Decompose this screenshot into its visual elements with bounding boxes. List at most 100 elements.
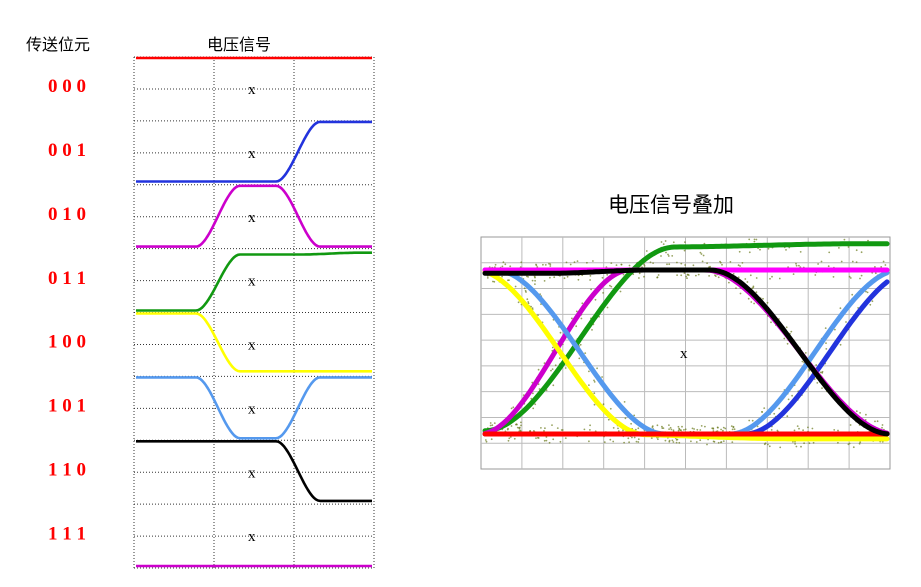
noise-dot [849, 424, 852, 426]
noise-dot [701, 260, 704, 263]
noise-dot [712, 427, 715, 430]
noise-dot [744, 278, 747, 280]
noise-dot [610, 262, 613, 264]
row-center-marker: x [248, 82, 256, 98]
noise-dot [677, 429, 680, 432]
noise-dot [860, 274, 863, 277]
noise-dot [762, 297, 764, 300]
noise-dot [501, 265, 504, 268]
noise-dot [786, 415, 789, 418]
noise-dot [664, 240, 667, 242]
noise-dot [540, 427, 542, 429]
noise-dot [594, 298, 597, 301]
noise-dot [507, 427, 509, 430]
noise-dot [801, 360, 804, 363]
noise-dot [669, 426, 672, 429]
noise-dot [700, 425, 703, 427]
noise-dot [766, 301, 769, 304]
noise-dot [651, 426, 654, 429]
overlay-curve-black [482, 267, 890, 437]
noise-dot [509, 436, 512, 438]
noise-dot [867, 239, 869, 242]
noise-dot [798, 427, 800, 430]
noise-dot [678, 441, 681, 444]
noise-dot [684, 264, 686, 266]
noise-dot [876, 420, 879, 423]
noise-dot [721, 263, 723, 266]
noise-dot [795, 262, 797, 265]
noise-dot [536, 266, 539, 268]
noise-dot [817, 263, 819, 265]
noise-dot [859, 441, 862, 444]
noise-dot [666, 263, 668, 266]
noise-dot [871, 300, 874, 303]
noise-dot [507, 279, 509, 282]
noise-dot [668, 424, 670, 426]
noise-dot [763, 443, 766, 446]
noise-dot [589, 424, 591, 427]
row-center-marker: x [248, 401, 256, 417]
noise-dot [575, 325, 578, 328]
noise-dot [716, 426, 719, 429]
noise-dot [702, 254, 705, 257]
noise-dot [752, 285, 755, 288]
noise-dot [533, 430, 535, 432]
bits-label: 0 0 0 [48, 76, 86, 97]
noise-dot [779, 446, 782, 449]
noise-dot [520, 261, 523, 264]
noise-dot [542, 263, 544, 266]
noise-dot [847, 246, 850, 248]
overlay-center-marker: x [680, 346, 688, 362]
noise-dot [680, 274, 683, 277]
noise-dot [859, 277, 861, 280]
noise-dot [513, 437, 516, 440]
noise-dot [795, 445, 798, 448]
noise-dot [593, 379, 595, 382]
noise-dot [746, 281, 749, 283]
row-center-marker: x [248, 338, 256, 354]
row-center-marker: x [248, 274, 256, 290]
noise-dot [685, 275, 688, 278]
noise-dot [489, 424, 492, 427]
bits-label: 1 1 0 [48, 459, 86, 480]
noise-dot [738, 250, 741, 253]
noise-dot [485, 440, 488, 443]
noise-dot [793, 429, 796, 432]
bits-column-header: 传送位元 [26, 35, 90, 54]
noise-dot [493, 422, 496, 424]
noise-dot [671, 255, 674, 257]
bits-label: 1 1 1 [48, 523, 86, 544]
noise-dot [667, 255, 670, 257]
noise-dot [534, 279, 536, 282]
noise-dot [588, 440, 590, 443]
noise-dot [501, 275, 503, 278]
overlay-curve-green [482, 241, 890, 434]
noise-dot [527, 302, 530, 305]
noise-dot [855, 261, 858, 263]
noise-dot [759, 248, 761, 251]
row-center-marker: x [248, 529, 256, 545]
noise-dot [643, 263, 645, 266]
noise-dot [787, 398, 790, 401]
noise-dot [699, 439, 702, 442]
waveform-010 [136, 184, 372, 248]
noise-dot [790, 330, 793, 333]
noise-dot [737, 276, 740, 279]
noise-dot [602, 292, 604, 294]
noise-dot [517, 301, 520, 304]
overlay-curves [482, 241, 890, 442]
noise-dot [559, 440, 562, 443]
noise-dot [837, 429, 839, 432]
noise-dot [778, 277, 781, 280]
noise-dot [808, 442, 811, 445]
noise-dot [638, 272, 641, 275]
noise-dot [645, 250, 648, 252]
noise-dot [635, 440, 638, 443]
noise-dot [739, 292, 742, 295]
noise-dot [763, 407, 766, 409]
noise-dot [660, 241, 663, 243]
noise-dot [591, 329, 593, 331]
noise-dot [821, 387, 823, 389]
noise-dot [615, 264, 618, 266]
